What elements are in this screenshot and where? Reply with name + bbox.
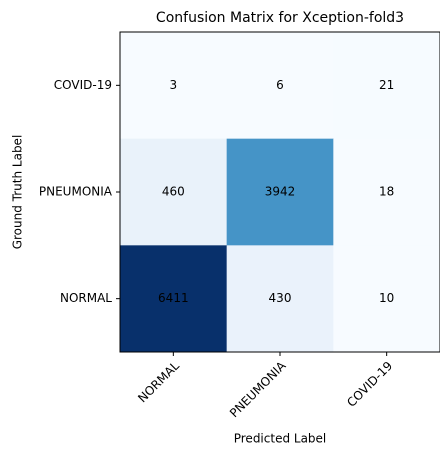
cell xyxy=(333,245,440,353)
chart-title: Confusion Matrix for Xception-fold3 xyxy=(156,10,404,26)
y-axis-label: Ground Truth Label xyxy=(11,135,25,250)
cell xyxy=(120,32,228,140)
cell xyxy=(226,245,334,353)
x-axis-label: Predicted Label xyxy=(234,432,327,446)
y-tick-label: COVID-19 xyxy=(54,78,112,92)
cell-label: 430 xyxy=(269,291,292,305)
cell-label: 6 xyxy=(276,78,284,92)
x-tick-label: PNEUMONIA xyxy=(227,358,289,420)
x-tick-label: NORMAL xyxy=(135,358,182,405)
cell-label: 10 xyxy=(379,291,394,305)
cell xyxy=(226,138,334,246)
cell xyxy=(120,138,228,246)
cell-label: 21 xyxy=(379,78,394,92)
cell xyxy=(333,138,440,246)
y-tick-label: NORMAL xyxy=(60,291,112,305)
cell xyxy=(333,32,440,140)
y-tick-label: PNEUMONIA xyxy=(39,185,113,199)
cell-label: 460 xyxy=(162,185,185,199)
cell-label: 3 xyxy=(170,78,178,92)
cell xyxy=(226,32,334,140)
x-tick-label: COVID-19 xyxy=(344,359,395,410)
cell-label: 18 xyxy=(379,185,394,199)
cell xyxy=(120,245,228,353)
cell-label: 3942 xyxy=(265,185,296,199)
cell-label: 6411 xyxy=(158,291,189,305)
